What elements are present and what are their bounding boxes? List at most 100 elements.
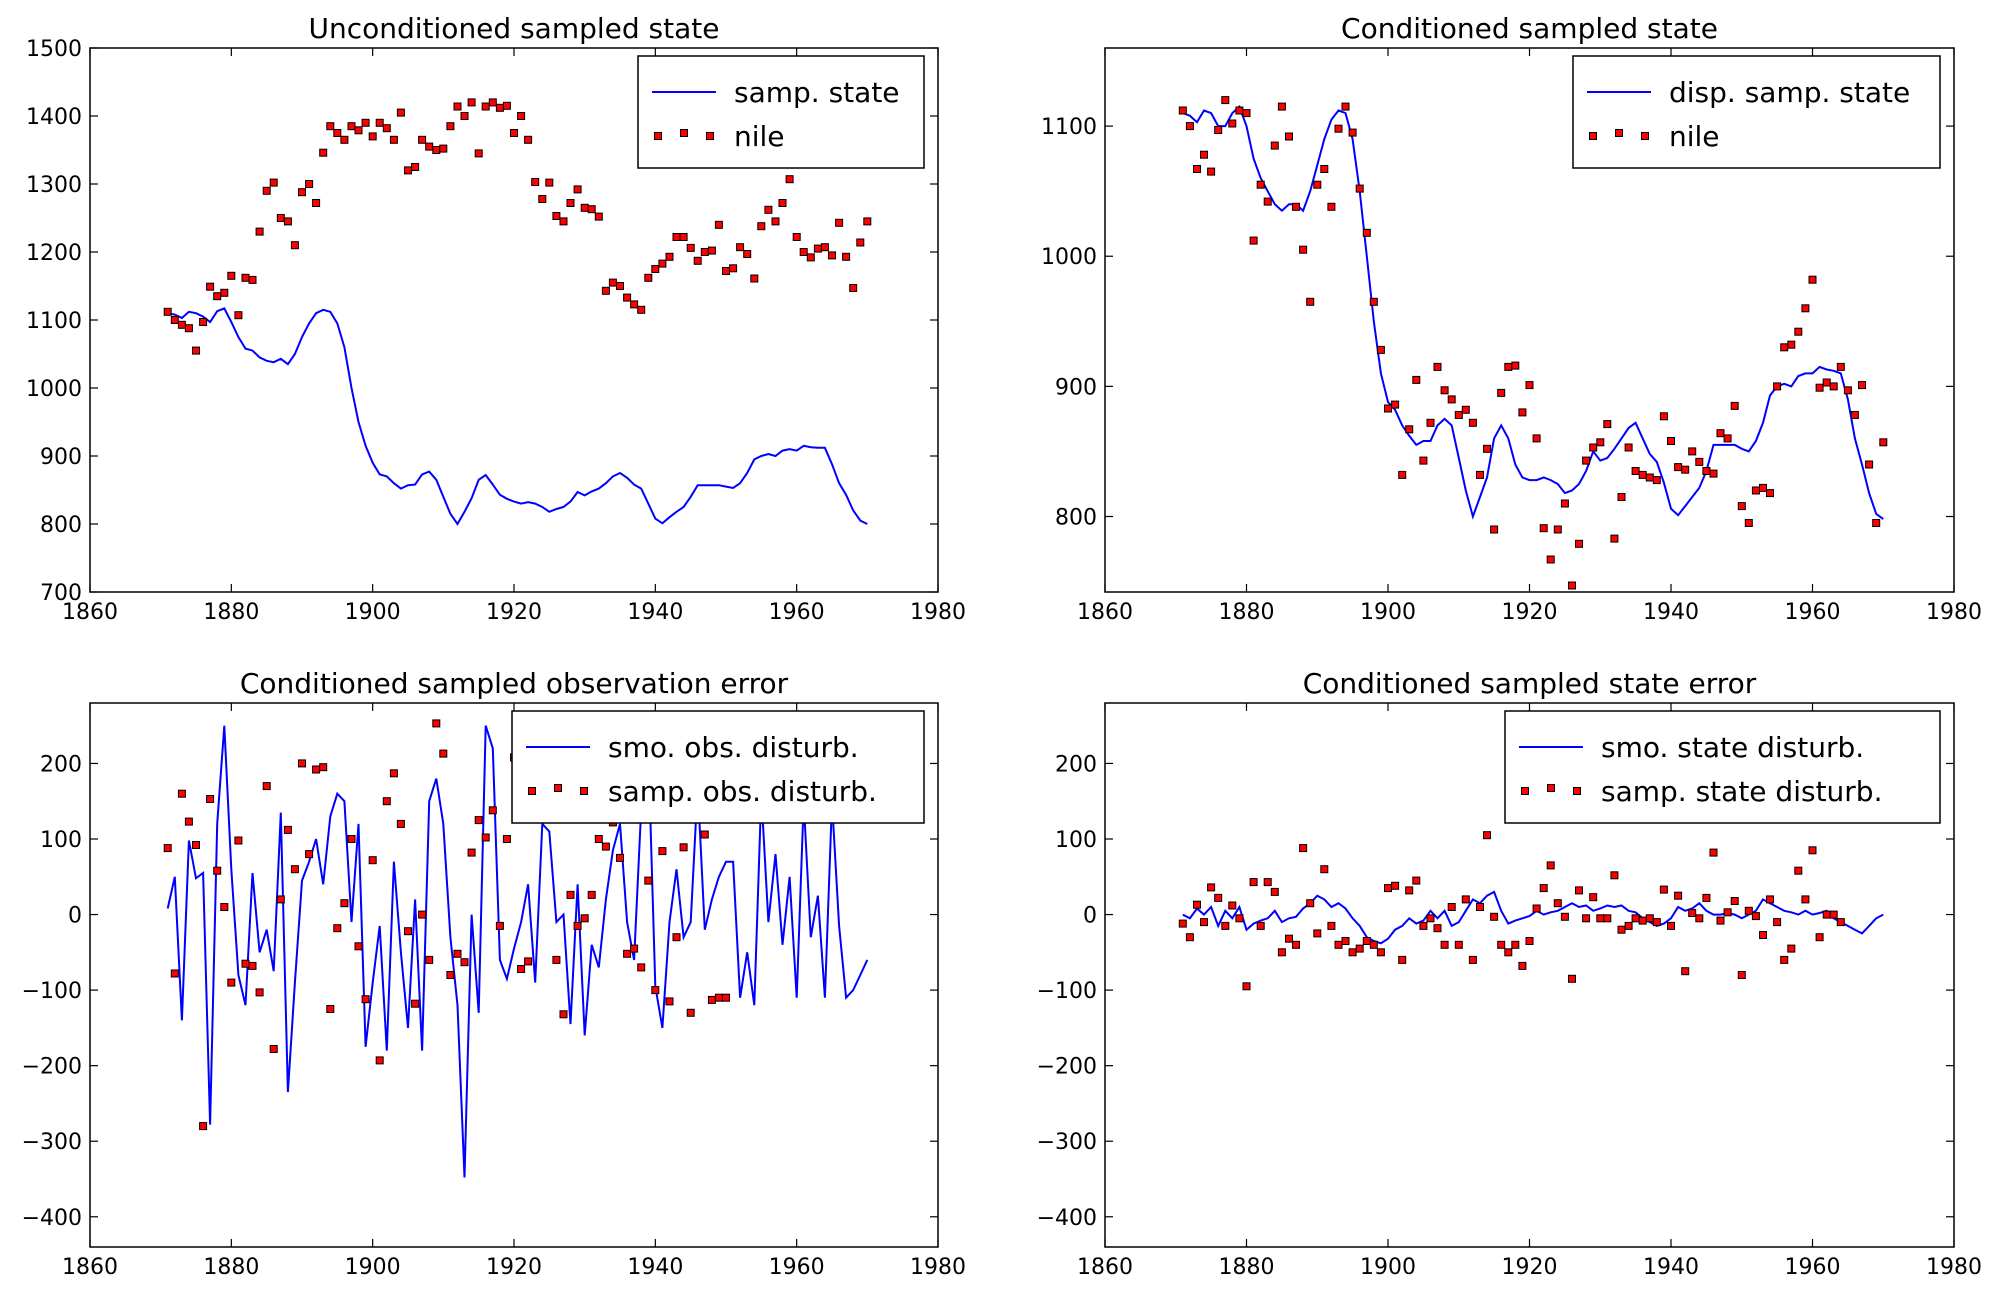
legend-marker <box>1615 129 1623 137</box>
data-point <box>1773 918 1782 927</box>
data-point <box>1185 122 1194 131</box>
data-point <box>192 841 200 849</box>
legend-marker <box>554 784 562 792</box>
data-point <box>1822 378 1831 387</box>
y-tick-label: 1100 <box>26 309 82 334</box>
x-tick-label: 1960 <box>769 1255 825 1280</box>
data-point <box>502 835 511 843</box>
data-point <box>672 233 681 241</box>
data-point <box>1801 895 1810 904</box>
data-point <box>460 958 469 967</box>
data-point <box>163 307 172 316</box>
data-point <box>1263 197 1272 206</box>
x-tick-label: 1900 <box>345 1255 401 1280</box>
data-point <box>693 256 702 265</box>
data-point <box>1207 167 1216 176</box>
data-point <box>495 103 504 112</box>
data-point <box>1200 918 1208 927</box>
x-tick-label: 1860 <box>1077 1255 1133 1280</box>
data-point <box>241 959 250 968</box>
data-point <box>389 769 398 778</box>
data-point <box>192 346 200 355</box>
data-point <box>1836 918 1845 927</box>
data-point <box>1490 525 1499 534</box>
data-point <box>665 252 674 261</box>
legend: smo. state disturb. samp. state disturb. <box>1504 710 1941 824</box>
data-point <box>312 199 321 207</box>
data-point <box>1270 887 1279 896</box>
data-point <box>1384 884 1392 893</box>
legend-marker-swatch <box>1589 129 1649 140</box>
data-point <box>1292 202 1300 211</box>
x-tick-label: 1860 <box>1077 600 1133 625</box>
data-point <box>630 300 639 309</box>
data-point <box>679 233 688 241</box>
data-point <box>1596 914 1605 923</box>
data-point <box>714 220 723 229</box>
data-point <box>1334 124 1343 133</box>
data-point <box>1674 891 1683 900</box>
data-point <box>672 933 681 942</box>
data-point <box>1313 929 1322 938</box>
data-point <box>1362 228 1371 237</box>
data-point <box>396 819 405 828</box>
data-point <box>1751 912 1760 921</box>
data-point <box>1617 925 1626 934</box>
legend-label-markers: samp. state disturb. <box>1601 775 1882 808</box>
data-point <box>1376 948 1385 957</box>
data-point <box>1759 931 1767 939</box>
data-point <box>616 853 624 862</box>
data-point <box>290 865 299 874</box>
data-point <box>1539 884 1548 893</box>
data-point <box>1249 878 1258 887</box>
data-point <box>1207 883 1216 892</box>
legend-label-line: smo. state disturb. <box>1601 731 1864 764</box>
data-point <box>580 914 589 923</box>
data-point <box>806 253 815 262</box>
data-point <box>1865 460 1874 469</box>
data-point <box>1511 361 1520 370</box>
y-tick-label: 1300 <box>26 173 82 198</box>
data-point <box>276 214 285 222</box>
data-point <box>1716 429 1725 438</box>
data-point <box>1624 921 1633 930</box>
data-point <box>580 203 589 212</box>
data-point <box>1369 297 1378 306</box>
plot-area <box>1178 96 1888 590</box>
data-point <box>1787 340 1796 349</box>
data-point <box>1624 443 1633 452</box>
data-point <box>714 993 723 1002</box>
data-point <box>1709 469 1718 478</box>
data-point <box>1483 831 1491 840</box>
data-point <box>1546 555 1555 564</box>
data-point <box>1659 412 1668 421</box>
data-point <box>177 320 186 329</box>
data-point <box>1433 362 1442 371</box>
data-point <box>432 719 441 728</box>
y-tick-label: −100 <box>1037 979 1097 1004</box>
data-point <box>1221 921 1230 930</box>
data-point <box>184 324 193 333</box>
legend-marker-swatch <box>654 129 714 140</box>
data-point <box>644 273 653 282</box>
x-tick-label: 1980 <box>1926 1255 1982 1280</box>
legend-marker-swatch <box>528 784 588 795</box>
subplot-bottom-right: Conditioned sampled state error 1860 1880… <box>1037 667 1982 1280</box>
data-point <box>1214 893 1223 902</box>
data-point <box>552 212 561 220</box>
data-point <box>594 212 603 221</box>
data-point <box>517 965 526 973</box>
data-point <box>206 795 215 803</box>
data-point <box>404 927 412 936</box>
data-point <box>1193 900 1201 909</box>
data-point <box>1603 420 1612 429</box>
data-point <box>170 969 179 978</box>
data-point <box>1759 483 1767 492</box>
x-axis-ticks: 1860 1880 1900 1920 1940 1960 1980 <box>62 703 966 1280</box>
data-point <box>1200 150 1208 159</box>
x-tick-label: 1980 <box>1926 600 1982 625</box>
data-point <box>1744 519 1753 527</box>
data-point <box>213 292 222 301</box>
legend: samp. state nile <box>637 55 925 169</box>
data-point <box>354 942 363 951</box>
